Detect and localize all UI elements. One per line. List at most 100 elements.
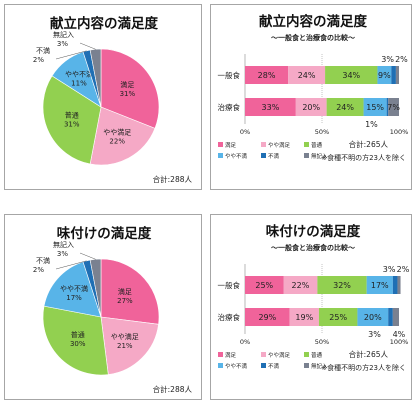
category-label-1: 一般食 [218,70,241,80]
pie-label-2: やや満足 [103,128,131,136]
legend-swatch-2 [261,352,266,357]
bar-label-2-5: 1% [365,120,378,129]
legend-label-6: 無記入 [311,362,328,370]
pie-value-1: 27% [117,297,133,305]
pie-slice-4 [43,261,102,318]
bar-1-3 [317,276,367,294]
bar-2-1 [245,98,296,116]
pie-slice-2 [100,316,159,375]
panel-pie-taste: 味付けの満足度 満足 27% やや満足 21% 普通 30% やや不満 17% 不満 2% 無記入 3%… [4,214,202,400]
bar-2-5 [388,308,393,326]
bar-chart-taste-comparison: 味付けの満足度～一般食と治療食の比較～一般食 25% 22% 32% 17%3% 2%治療… [210,214,412,400]
pie-value-4: 11% [71,80,87,88]
bar-2-2 [295,98,327,116]
legend-swatch-4 [218,153,223,158]
bar-chart-menu-comparison: 献立内容の満足度 ～一般食と治療食の比較～ 一般食 28% 24% 34% 9% 3% 2% 治療… [210,4,412,190]
x-tick-3: 100% [390,338,409,346]
bar-2-6 [388,98,399,116]
total-label: 合計:288人 [153,174,193,184]
bar-2-3 [326,98,364,116]
panel-frame [210,4,412,190]
pie-value-5: 2% [33,56,44,64]
bar-2-2 [289,308,319,326]
x-tick-2: 50% [315,128,329,136]
pie-value-3: 31% [64,121,80,129]
legend-swatch-5 [261,363,266,368]
pie-value-3: 30% [70,340,86,348]
x-tick-1: 0% [240,128,250,136]
bar-label-2-2: 20% [302,103,320,112]
bar-label-1-5: 3% [381,55,394,64]
pie-label-1: 満足 [118,288,132,296]
bar-1-5 [392,276,398,294]
pie-label-5: 不満 [36,257,50,265]
chart-subtitle: ～一般食と治療食の比較～ [271,243,355,252]
bar-label-1-6: 2% [397,265,410,274]
bar-label-1-4: 17% [371,281,389,290]
pie-slice-6 [89,48,102,108]
bar-1-4 [366,276,393,294]
bar-label-1-1: 28% [258,71,276,80]
chart-title: 献立内容の満足度 [50,15,158,32]
bar-label-2-1: 33% [262,103,280,112]
legend-swatch-4 [218,363,223,368]
legend-swatch-6 [304,153,309,158]
legend-label-6: 無記入 [311,152,328,160]
bar-label-1-2: 22% [292,281,310,290]
legend-swatch-5 [261,153,266,158]
legend-label-4: やや不満 [225,152,248,160]
legend-label-5: 不満 [268,153,280,160]
bar-2-4 [363,98,387,116]
pie-slice-6 [89,258,102,318]
pie-slice-3 [42,305,109,376]
pie-chart-menu-satisfaction: 献立内容の満足度満足31%やや満足22%普通31%やや不満11%不満2%無記入3… [4,4,202,190]
category-label-2: 治療食 [218,102,241,112]
pie-label-5: 不満 [36,47,50,55]
x-tick-3: 100% [390,128,409,136]
chart-title: 献立内容の満足度 [259,13,367,30]
bar-1-1 [245,276,284,294]
footnote: ※食種不明の方23人を除く [321,153,406,162]
pie-value-6: 3% [57,250,68,258]
pie-label-4: やや不満 [60,285,88,293]
bar-1-3 [325,66,378,84]
pie-leader-5 [55,260,87,270]
pie-label-6: 無記入 [53,30,74,39]
bar-1-5 [391,66,396,84]
bar-label-2-6: 4% [393,330,406,339]
bar-2-4 [357,308,389,326]
legend-label-3: 普通 [311,141,323,149]
pie-leader-5 [55,50,87,60]
pie-slice-1 [100,258,160,325]
x-tick-2: 50% [315,338,329,346]
legend-swatch-1 [218,352,223,357]
legend-label-2: やや満足 [268,141,291,149]
legend-swatch-3 [304,352,309,357]
pie-leader-6 [79,252,96,260]
legend-label-5: 不満 [268,363,280,370]
pie-label-6: 無記入 [53,240,74,249]
bar-label-2-1: 29% [258,313,276,322]
pie-value-6: 3% [57,40,68,48]
pie-label-3: 普通 [71,330,85,339]
bar-label-2-5: 3% [368,330,381,339]
bar-label-1-1: 25% [255,281,273,290]
bar-label-1-4: 9% [378,71,391,80]
bar-label-1-3: 34% [342,71,360,80]
legend-swatch-1 [218,142,223,147]
pie-label-3: 普通 [65,111,79,120]
panel-bar-taste: 味付けの満足度 ～一般食と治療食の比較～ 一般食 25% 22% 32% 17% 3% 2% 治療… [210,214,412,400]
legend-swatch-3 [304,142,309,147]
pie-value-5: 2% [33,266,44,274]
bar-1-2 [283,276,318,294]
bar-label-2-4: 15% [366,103,384,112]
bar-1-6 [397,276,401,294]
bar-label-2-4: 20% [364,313,382,322]
panel-pie-menu: 献立内容の満足度 満足 31% やや満足 22% 普通 31% やや不満 11% 不満 2% 無記入 3… [4,4,202,190]
bar-2-1 [245,308,290,326]
x-tick-1: 0% [240,338,250,346]
bar-2-5 [386,98,389,116]
panel-bar-menu: 献立内容の満足度 ～一般食と治療食の比較～ 一般食 28% 24% 34% 9% 3% 2% 治療… [210,4,412,190]
pie-value-2: 21% [117,342,133,350]
